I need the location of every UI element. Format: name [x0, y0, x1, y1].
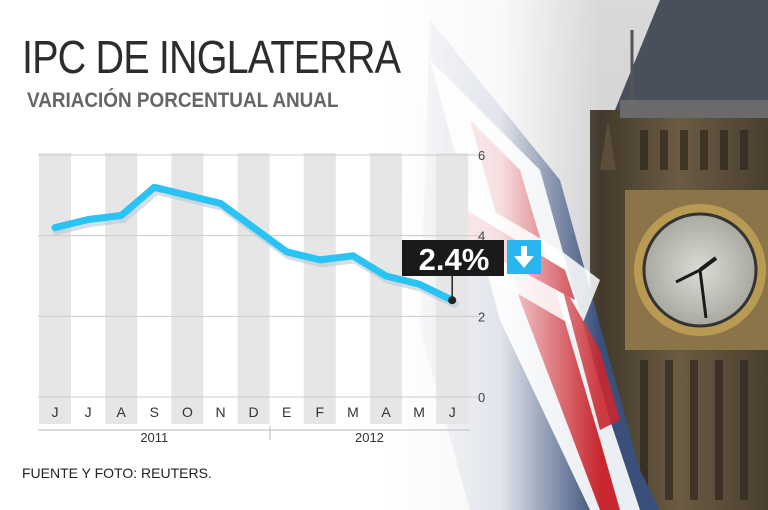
data-point	[284, 249, 289, 254]
year-label: 2012	[355, 430, 384, 445]
data-point	[251, 225, 256, 230]
x-tick-label: S	[150, 404, 159, 420]
column-band	[303, 153, 336, 424]
data-point	[119, 213, 124, 218]
x-tick-label: M	[347, 404, 359, 420]
data-point	[53, 225, 57, 230]
x-tick-label: N	[215, 404, 225, 420]
column-band	[105, 153, 138, 424]
y-tick-label: 0	[478, 390, 485, 405]
callout-box	[402, 240, 504, 276]
arrow-down-icon	[514, 246, 534, 268]
x-tick-label: J	[85, 404, 92, 420]
y-tick-label: 6	[478, 148, 485, 163]
x-tick-label: O	[182, 404, 193, 420]
chart-subtitle: VARIACIÓN PORCENTUAL ANUAL	[27, 89, 339, 112]
x-tick-label: M	[413, 404, 425, 420]
x-tick-label: E	[282, 404, 291, 420]
x-tick-label: A	[117, 404, 127, 420]
x-tick-label: D	[249, 404, 259, 420]
y-tick-label: 2	[478, 309, 485, 324]
data-point	[152, 185, 157, 190]
data-point	[350, 253, 355, 258]
x-tick-label: J	[52, 404, 59, 420]
data-point	[417, 282, 422, 287]
data-point	[86, 217, 91, 222]
source-credit: FUENTE Y FOTO: REUTERS.	[22, 465, 212, 481]
data-point	[185, 193, 190, 198]
callout-label: 2.4%	[419, 242, 490, 277]
callout-dot	[448, 296, 457, 305]
y-tick-label: 4	[478, 229, 485, 244]
chart-title: IPC DE INGLATERRA	[22, 31, 401, 83]
x-tick-label: A	[381, 404, 391, 420]
year-label: 2011	[140, 430, 168, 445]
x-tick-label: J	[449, 404, 456, 420]
column-band	[370, 153, 402, 424]
column-band	[39, 153, 71, 424]
data-point	[384, 274, 388, 278]
x-tick-label: F	[316, 404, 325, 420]
data-point	[218, 201, 223, 206]
data-point	[317, 257, 322, 262]
column-band	[237, 153, 270, 424]
